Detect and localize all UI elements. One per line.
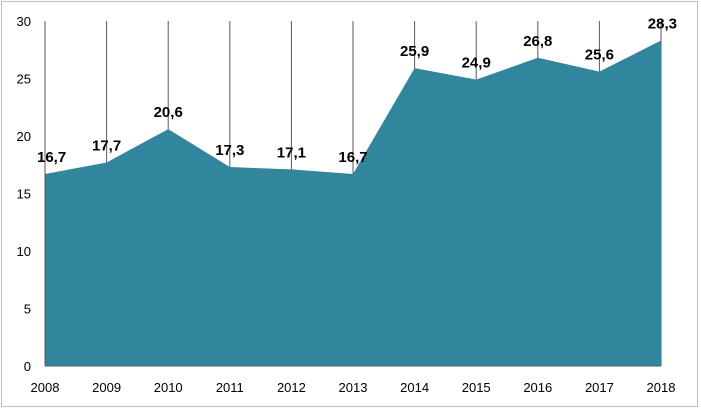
data-label: 20,6 <box>154 104 183 121</box>
x-tick-labels: 2008 2009 2010 2011 2012 2013 2014 2015 2016 2017… <box>31 380 676 395</box>
x-tick-label: 2015 <box>462 380 491 395</box>
x-tick-label: 2010 <box>154 380 183 395</box>
data-label: 16,7 <box>37 149 66 166</box>
data-label: 25,6 <box>585 47 614 64</box>
y-tick-label: 5 <box>24 302 31 317</box>
data-label: 17,7 <box>92 137 121 154</box>
y-tick-label: 10 <box>17 244 31 259</box>
data-label: 25,9 <box>400 43 429 60</box>
data-label: 28,3 <box>648 16 677 33</box>
y-tick-label: 15 <box>17 187 31 202</box>
area-series <box>45 40 661 367</box>
y-tick-labels: 0 5 10 15 20 25 30 <box>17 14 31 374</box>
x-tick-label: 2009 <box>92 380 121 395</box>
x-tick-label: 2014 <box>400 380 429 395</box>
data-labels: 16,7 17,7 20,6 17,3 17,1 16,7 25,9 24,9 26,8 25,6… <box>37 16 677 166</box>
data-label: 26,8 <box>523 33 552 50</box>
x-tick-label: 2008 <box>31 380 60 395</box>
y-tick-label: 30 <box>17 14 31 29</box>
x-tick-label: 2017 <box>585 380 614 395</box>
y-tick-label: 25 <box>17 72 31 87</box>
y-tick-label: 0 <box>24 359 31 374</box>
y-tick-label: 20 <box>17 129 31 144</box>
x-tick-label: 2013 <box>339 380 368 395</box>
x-tick-label: 2018 <box>647 380 676 395</box>
data-label: 24,9 <box>462 55 491 72</box>
x-tick-label: 2012 <box>277 380 306 395</box>
data-label: 17,3 <box>215 142 244 159</box>
x-tick-label: 2011 <box>216 380 244 395</box>
data-label: 17,1 <box>277 144 306 161</box>
x-tick-label: 2016 <box>523 380 552 395</box>
data-label: 16,7 <box>338 149 367 166</box>
